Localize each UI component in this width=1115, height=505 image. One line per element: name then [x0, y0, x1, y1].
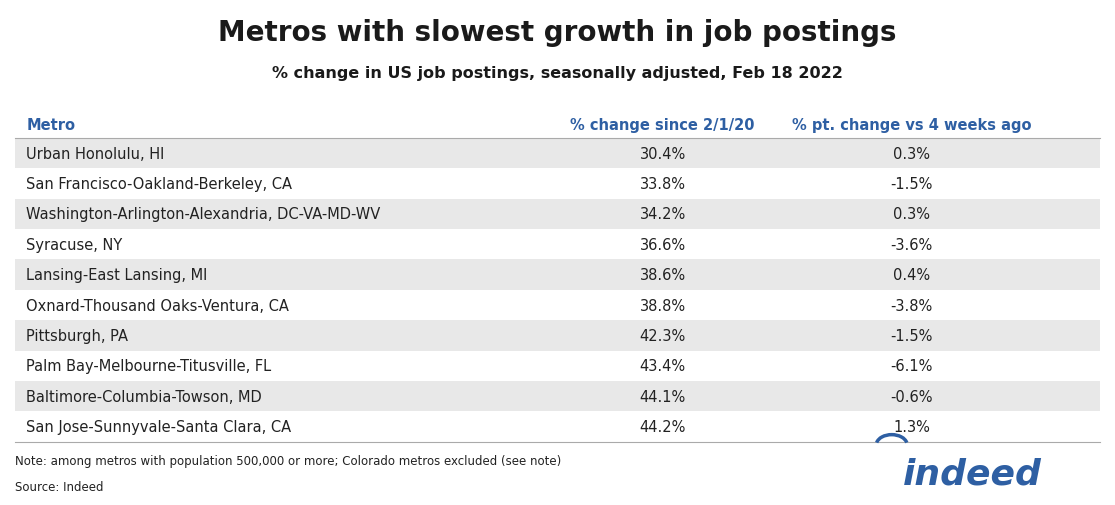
FancyBboxPatch shape	[16, 230, 1099, 260]
Text: 44.2%: 44.2%	[639, 419, 686, 434]
Text: % change since 2/1/20: % change since 2/1/20	[571, 118, 755, 133]
FancyBboxPatch shape	[16, 412, 1099, 442]
FancyBboxPatch shape	[16, 139, 1099, 169]
Text: -1.5%: -1.5%	[891, 328, 933, 343]
Text: 34.2%: 34.2%	[640, 207, 686, 222]
FancyBboxPatch shape	[16, 169, 1099, 199]
FancyBboxPatch shape	[16, 290, 1099, 321]
Text: indeed: indeed	[903, 457, 1041, 491]
Text: Palm Bay-Melbourne-Titusville, FL: Palm Bay-Melbourne-Titusville, FL	[27, 359, 271, 374]
Text: 36.6%: 36.6%	[640, 237, 686, 252]
Text: -6.1%: -6.1%	[891, 359, 933, 374]
Text: 30.4%: 30.4%	[640, 146, 686, 162]
Text: Note: among metros with population 500,000 or more; Colorado metros excluded (se: Note: among metros with population 500,0…	[16, 454, 562, 467]
Text: Metro: Metro	[27, 118, 76, 133]
Text: -3.8%: -3.8%	[891, 298, 933, 313]
Text: Metros with slowest growth in job postings: Metros with slowest growth in job postin…	[219, 19, 896, 47]
Text: San Francisco-Oakland-Berkeley, CA: San Francisco-Oakland-Berkeley, CA	[27, 177, 292, 192]
Text: Baltimore-Columbia-Towson, MD: Baltimore-Columbia-Towson, MD	[27, 389, 262, 404]
Text: 44.1%: 44.1%	[640, 389, 686, 404]
Text: 0.3%: 0.3%	[893, 146, 930, 162]
Text: 38.6%: 38.6%	[640, 268, 686, 283]
Text: 1.3%: 1.3%	[893, 419, 930, 434]
Text: San Jose-Sunnyvale-Santa Clara, CA: San Jose-Sunnyvale-Santa Clara, CA	[27, 419, 291, 434]
Text: 0.4%: 0.4%	[893, 268, 930, 283]
Text: 0.3%: 0.3%	[893, 207, 930, 222]
FancyBboxPatch shape	[16, 381, 1099, 412]
Text: -1.5%: -1.5%	[891, 177, 933, 192]
Text: Source: Indeed: Source: Indeed	[16, 480, 104, 493]
FancyBboxPatch shape	[16, 199, 1099, 230]
Text: 43.4%: 43.4%	[640, 359, 686, 374]
Text: % change in US job postings, seasonally adjusted, Feb 18 2022: % change in US job postings, seasonally …	[272, 66, 843, 81]
Text: Urban Honolulu, HI: Urban Honolulu, HI	[27, 146, 165, 162]
FancyBboxPatch shape	[16, 321, 1099, 351]
Text: -3.6%: -3.6%	[891, 237, 933, 252]
Text: 38.8%: 38.8%	[640, 298, 686, 313]
Text: Pittsburgh, PA: Pittsburgh, PA	[27, 328, 128, 343]
Text: 33.8%: 33.8%	[640, 177, 686, 192]
FancyBboxPatch shape	[16, 351, 1099, 381]
Text: Oxnard-Thousand Oaks-Ventura, CA: Oxnard-Thousand Oaks-Ventura, CA	[27, 298, 289, 313]
Text: % pt. change vs 4 weeks ago: % pt. change vs 4 weeks ago	[792, 118, 1031, 133]
Text: Lansing-East Lansing, MI: Lansing-East Lansing, MI	[27, 268, 207, 283]
Text: 42.3%: 42.3%	[640, 328, 686, 343]
Text: Syracuse, NY: Syracuse, NY	[27, 237, 123, 252]
Text: -0.6%: -0.6%	[891, 389, 933, 404]
Text: Washington-Arlington-Alexandria, DC-VA-MD-WV: Washington-Arlington-Alexandria, DC-VA-M…	[27, 207, 380, 222]
FancyBboxPatch shape	[16, 260, 1099, 290]
